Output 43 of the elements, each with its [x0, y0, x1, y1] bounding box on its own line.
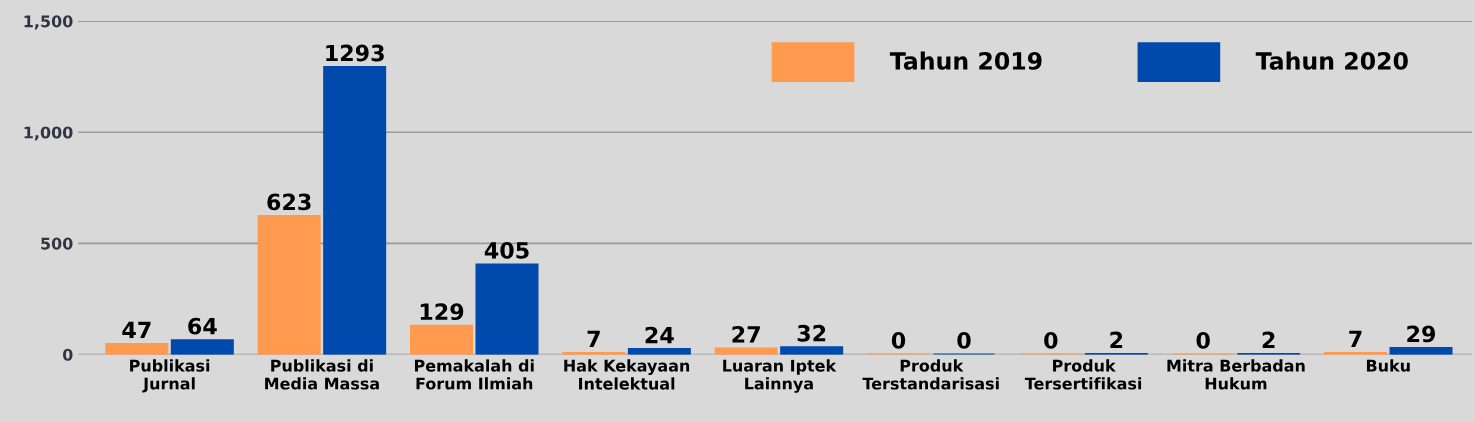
- x-tick-label: Produk Tersertifikasi: [1024, 359, 1142, 390]
- bar: [627, 348, 691, 355]
- data-label: 0: [957, 331, 971, 349]
- bar: [1389, 346, 1453, 355]
- y-tick-label: 500: [41, 237, 73, 250]
- legend-label: Tahun 2019: [889, 51, 1042, 70]
- data-label: 24: [645, 326, 674, 344]
- data-label: 623: [267, 193, 311, 211]
- y-tick-label: 1,500: [24, 15, 73, 30]
- y-tick-label: 0: [62, 348, 73, 361]
- data-label: 47: [122, 321, 151, 339]
- bar: [714, 347, 778, 355]
- bar: [257, 214, 321, 355]
- data-label: 0: [1044, 331, 1058, 349]
- x-tick-label: Luaran Iptek Lainnya: [723, 359, 837, 393]
- data-label: 405: [484, 241, 529, 259]
- legend-label: Tahun 2020: [1255, 51, 1408, 70]
- data-label: 0: [891, 331, 906, 349]
- data-label: 2: [1262, 331, 1275, 349]
- y-tick-label: 1,000: [24, 126, 73, 141]
- bar: [170, 339, 234, 355]
- data-label: 27: [732, 325, 760, 343]
- x-tick-label: Hak Kekayaan Intelektual: [564, 359, 690, 390]
- x-tick-label: Produk Terstandarisasi: [862, 359, 999, 390]
- bar: [105, 342, 169, 355]
- data-label: 64: [188, 317, 217, 335]
- data-label: 29: [1407, 325, 1436, 343]
- x-tick-label: Buku: [1366, 359, 1410, 372]
- x-tick-label: Publikasi di Media Massa: [265, 359, 379, 390]
- data-label: 0: [1196, 331, 1210, 349]
- data-label: 7: [587, 330, 600, 347]
- bar: [475, 263, 539, 355]
- bar: [409, 324, 473, 355]
- data-label: 32: [797, 324, 826, 342]
- bar: [323, 66, 387, 355]
- x-tick-label: Mitra Berbadan Hukum: [1167, 359, 1305, 390]
- x-tick-label: Publikasi Jurnal: [130, 359, 210, 393]
- data-label: 7: [1349, 330, 1362, 347]
- data-label: 2: [1110, 331, 1123, 349]
- x-tick-label: Pemakalah di Forum Ilmiah: [414, 359, 534, 390]
- bar: [780, 346, 844, 355]
- data-label: 129: [420, 303, 464, 321]
- data-label: 1293: [326, 44, 384, 62]
